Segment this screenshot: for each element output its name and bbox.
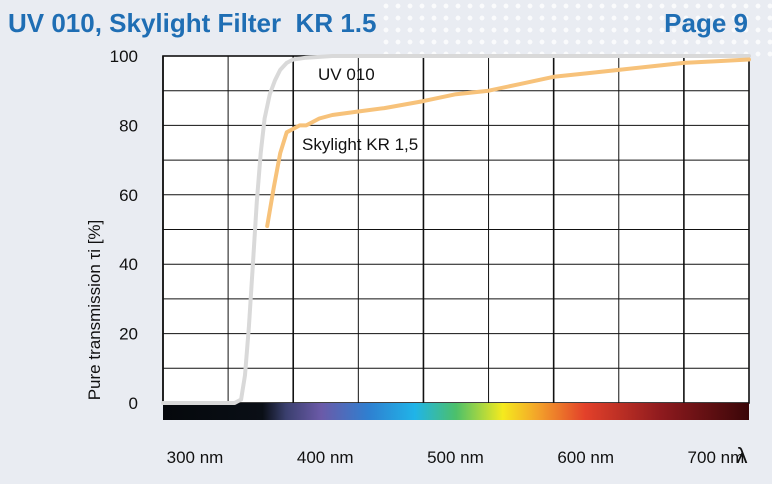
header-dot-pattern <box>380 0 772 60</box>
x-tick-labels: 300 nm 400 nm 500 nm 600 nm 700 nm <box>167 448 745 467</box>
x-tick-label: 600 nm <box>557 448 614 467</box>
series-label-uv010: UV 010 <box>318 65 375 84</box>
y-tick-label: 60 <box>119 186 138 205</box>
x-tick-label: 400 nm <box>297 448 354 467</box>
x-tick-label: 700 nm <box>688 448 745 467</box>
page-number: Page 9 <box>664 8 748 38</box>
lambda-symbol: λ <box>737 443 748 468</box>
y-tick-label: 0 <box>129 394 138 413</box>
y-tick-label: 100 <box>110 47 138 66</box>
y-tick-label: 20 <box>119 325 138 344</box>
x-tick-label: 500 nm <box>427 448 484 467</box>
series-lines <box>161 54 751 405</box>
y-axis-label: Pure transmission τi [%] <box>85 220 104 401</box>
page-title: UV 010, Skylight Filter KR 1.5 <box>8 8 377 38</box>
series-line-1 <box>265 57 751 228</box>
y-tick-labels: 0 20 40 60 80 100 <box>110 47 138 413</box>
y-tick-label: 40 <box>119 255 138 274</box>
spectrum-bar <box>163 403 749 420</box>
x-tick-label: 300 nm <box>167 448 224 467</box>
series-line-0 <box>161 54 751 405</box>
series-label-skylight: Skylight KR 1,5 <box>302 135 418 154</box>
y-tick-label: 80 <box>119 116 138 135</box>
